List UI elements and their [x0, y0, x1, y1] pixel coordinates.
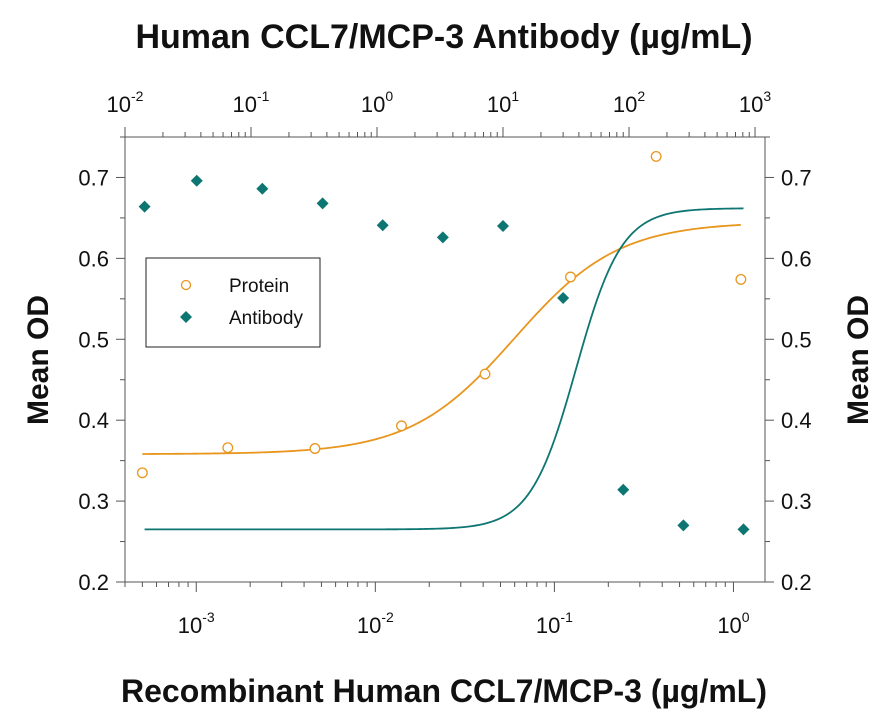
x-bottom-tick-label: 100	[717, 609, 749, 638]
y-tick-label-right: 0.7	[781, 165, 812, 190]
y-axis-title-right: Mean OD	[842, 295, 875, 425]
data-point-antibody	[497, 220, 510, 232]
y-tick-label-right: 0.6	[781, 246, 812, 271]
fit-curves	[142, 207, 744, 531]
data-point-antibody	[190, 174, 203, 187]
data-point-antibody	[256, 182, 269, 195]
x-axis-title: Recombinant Human CCL7/MCP-3 (µg/mL)	[121, 673, 767, 709]
legend-marker-protein	[180, 279, 192, 291]
legend-label-protein: Protein	[229, 276, 289, 297]
y-tick-label-right: 0.4	[781, 408, 812, 433]
data-point-protein	[396, 420, 407, 432]
data-point-protein	[222, 442, 234, 454]
data-point-antibody	[376, 219, 389, 232]
fit-curve-protein	[142, 223, 741, 455]
data-point-antibody	[557, 292, 570, 305]
data-point-antibody	[436, 231, 449, 244]
top-axis-title: Human CCL7/MCP-3 Antibody (µg/mL)	[135, 18, 752, 56]
y-tick-label-right: 0.5	[781, 327, 812, 352]
x-top-tick-label: 102	[613, 88, 645, 117]
y-tick-label-left: 0.5	[78, 327, 109, 352]
x-top-tick-label: 101	[487, 88, 519, 117]
x-bottom-tick-label: 10-1	[536, 609, 573, 638]
data-point-antibody	[677, 519, 690, 532]
data-point-antibody	[617, 483, 630, 496]
data-point-protein	[565, 271, 576, 283]
x-top-tick-label: 10-2	[107, 88, 144, 117]
plot-frame	[124, 136, 766, 583]
ticks-layer: 0.2 0.2 0.3 0.3 0.4 0.4 0.5 0.5 0.6 0.6 0.7 0.7 10-3…	[78, 88, 811, 638]
data-point-protein	[479, 368, 491, 380]
data-points	[136, 150, 750, 536]
legend-box	[145, 257, 321, 348]
y-axis-title-left: Mean OD	[22, 295, 55, 425]
data-point-protein	[309, 443, 321, 454]
y-tick-label-right: 0.3	[781, 489, 812, 514]
x-top-tick-label: 100	[361, 88, 393, 117]
data-point-protein	[735, 273, 747, 285]
y-tick-label-left: 0.7	[78, 165, 109, 190]
y-tick-label-left: 0.3	[78, 489, 109, 514]
y-tick-label-left: 0.6	[78, 246, 109, 271]
y-tick-label-left: 0.4	[78, 408, 109, 433]
y-tick-label-left: 0.2	[78, 570, 109, 595]
x-top-tick-label: 10-1	[233, 88, 270, 117]
data-point-antibody	[737, 523, 750, 536]
data-point-antibody	[316, 197, 329, 210]
x-top-tick-label: 103	[739, 88, 771, 117]
data-point-antibody	[138, 200, 151, 213]
fit-curve-antibody	[144, 207, 744, 531]
legend-label-antibody: Antibody	[229, 308, 303, 329]
y-tick-label-right: 0.2	[781, 570, 812, 595]
legend: Protein Antibody	[145, 257, 321, 348]
data-point-protein	[136, 467, 148, 479]
x-bottom-tick-label: 10-2	[357, 609, 394, 638]
data-point-protein	[650, 150, 662, 162]
legend-marker-antibody	[180, 311, 192, 323]
x-bottom-tick-label: 10-3	[178, 609, 215, 638]
